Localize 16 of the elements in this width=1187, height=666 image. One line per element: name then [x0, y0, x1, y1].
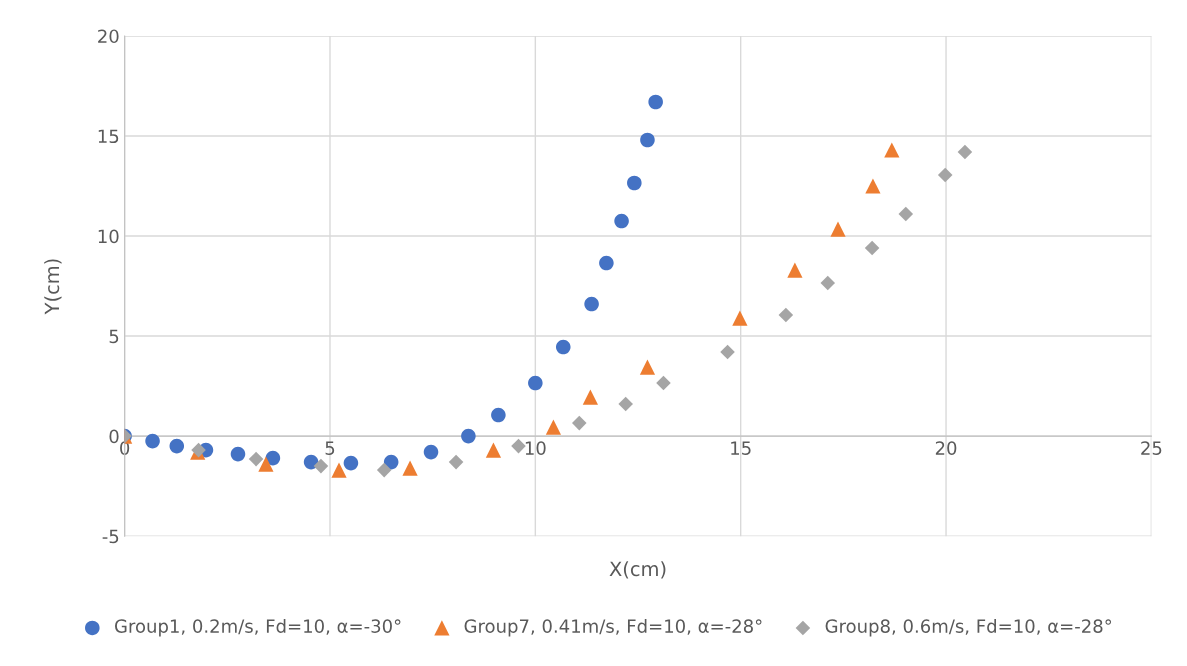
legend-label: Group7, 0.41m/s, Fd=10, α=-28° [464, 618, 762, 637]
x-tick-label: 20 [935, 441, 957, 455]
y-tick-label: 10 [98, 229, 119, 244]
y-tick-label: 5 [109, 329, 119, 344]
x-axis-title: X(cm) [609, 561, 666, 579]
x-tick-label: 10 [525, 441, 546, 455]
y-tick-label: -5 [102, 529, 119, 544]
y-tick-label: 20 [98, 29, 119, 44]
legend-label: Group8, 0.6m/s, Fd=10, α=-28° [825, 618, 1112, 637]
legend-label: Group1, 0.2m/s, Fd=10, α=-30° [114, 618, 401, 637]
x-tick-label: 15 [731, 441, 751, 455]
x-tick-label: 5 [325, 441, 335, 455]
x-tick-label: 25 [1141, 441, 1162, 455]
y-axis-title: Y(cm) [44, 259, 62, 315]
y-tick-label: 15 [98, 129, 119, 144]
y-tick-label: 0 [109, 429, 119, 444]
